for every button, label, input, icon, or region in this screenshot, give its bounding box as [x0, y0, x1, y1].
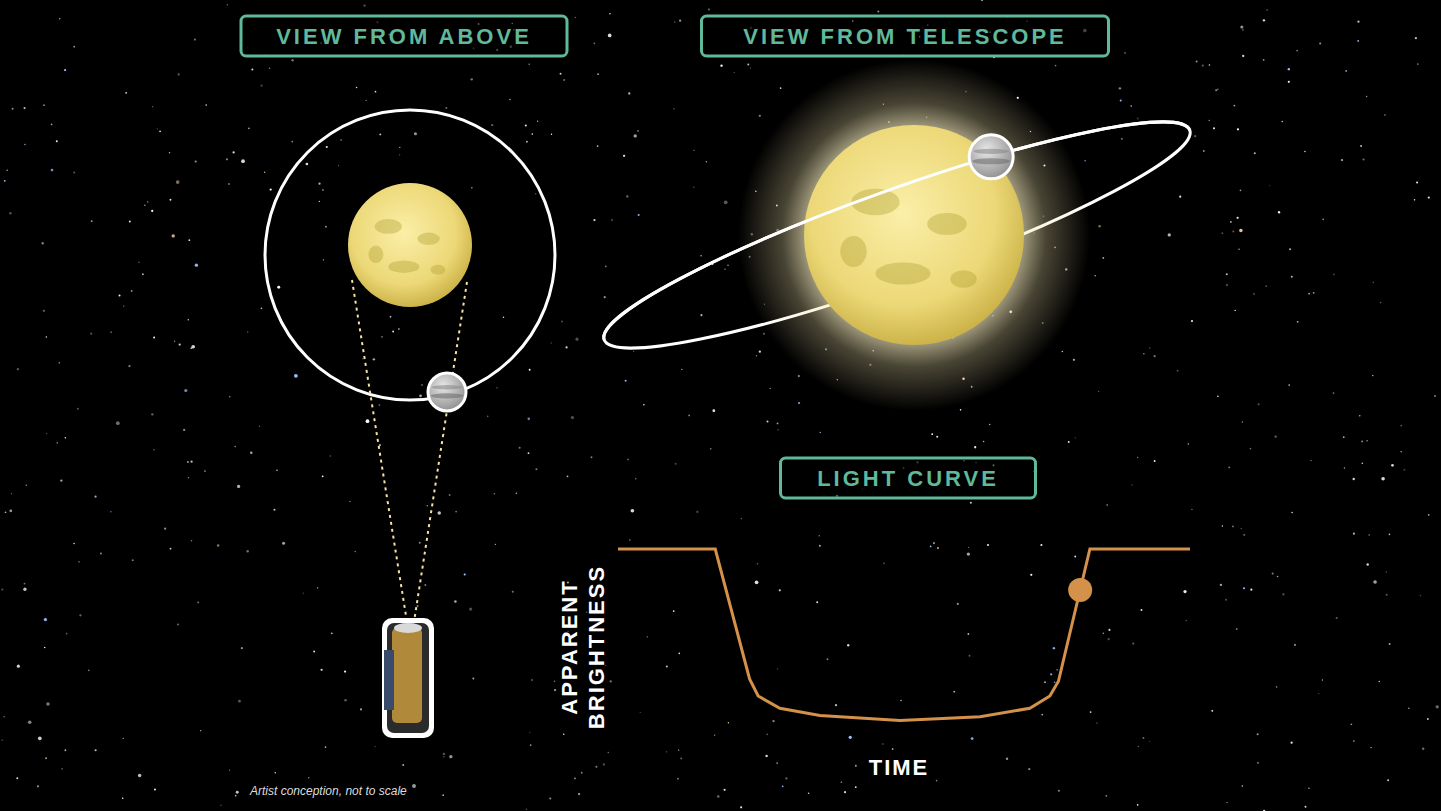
svg-text:Artist conception, not to scal: Artist conception, not to scale — [249, 784, 407, 798]
svg-text:TIME: TIME — [869, 755, 930, 780]
svg-text:BRIGHTNESS: BRIGHTNESS — [584, 565, 609, 729]
svg-text:LIGHT CURVE: LIGHT CURVE — [817, 466, 999, 491]
svg-text:VIEW FROM ABOVE: VIEW FROM ABOVE — [276, 24, 532, 49]
svg-text:APPARENT: APPARENT — [557, 579, 582, 714]
svg-text:VIEW FROM TELESCOPE: VIEW FROM TELESCOPE — [743, 24, 1066, 49]
